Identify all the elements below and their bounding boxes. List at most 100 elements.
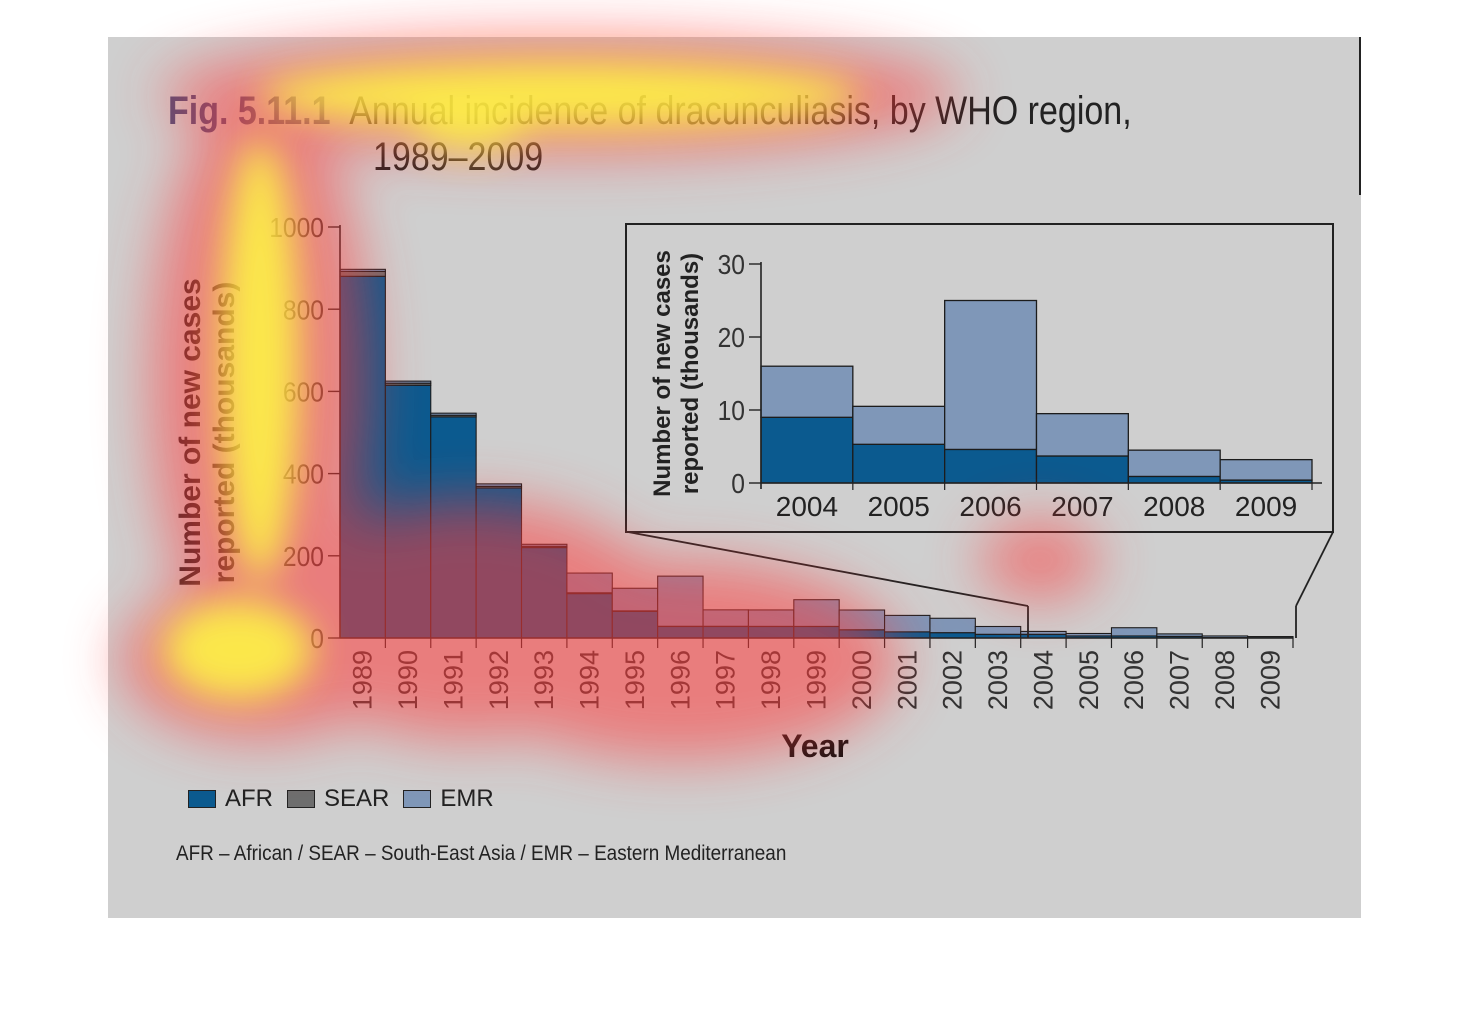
main-bar-afr-1992 xyxy=(475,487,523,639)
main-y-tick-label-800: 800 xyxy=(283,294,324,326)
inset-y-tick-label-20: 20 xyxy=(718,322,745,354)
legend-swatch-emr xyxy=(403,790,432,808)
main-y-tick-label-0: 0 xyxy=(310,623,324,655)
main-x-label-2003: 2003 xyxy=(983,650,1013,710)
main-y-axis-title-line2: reported (thousands) xyxy=(208,282,241,584)
main-y-tick-label-200: 200 xyxy=(283,540,324,572)
inset-bar-emr-2009 xyxy=(1219,458,1313,481)
main-x-label-1992: 1992 xyxy=(484,650,514,710)
footnote: AFR – African / SEAR – South-East Asia /… xyxy=(176,842,787,865)
main-x-label-2002: 2002 xyxy=(938,650,968,710)
main-bar-emr-1989 xyxy=(339,268,386,272)
inset-bar-emr-2008 xyxy=(1127,449,1221,478)
legend-item-sear: SEAR xyxy=(287,785,389,813)
inset-bar-emr-2007 xyxy=(1035,412,1129,457)
main-y-tick-label-400: 400 xyxy=(283,458,324,490)
main-x-label-1989: 1989 xyxy=(348,650,378,710)
inset-bar-emr-2005 xyxy=(852,405,946,445)
inset-x-label-2009: 2009 xyxy=(1235,491,1297,522)
main-bar-emr-2000 xyxy=(838,609,886,631)
main-bar-emr-2002 xyxy=(929,617,976,634)
inset-bar-afr-2006 xyxy=(944,448,1038,484)
figure-divider xyxy=(1359,37,1361,195)
main-bar-afr-1999 xyxy=(793,625,840,639)
legend-label-afr: AFR xyxy=(225,785,273,812)
main-bar-emr-1993 xyxy=(520,543,568,547)
inset-y-axis-title-line2: reported (thousands) xyxy=(677,253,704,494)
main-bar-emr-1999 xyxy=(793,599,840,627)
main-x-label-2009: 2009 xyxy=(1255,650,1285,710)
main-x-label-1990: 1990 xyxy=(393,650,423,710)
main-x-label-2006: 2006 xyxy=(1119,650,1149,710)
main-x-label-1994: 1994 xyxy=(575,650,605,710)
inset-bar-afr-2004 xyxy=(760,416,854,484)
legend-swatch-afr xyxy=(188,790,216,808)
main-bar-afr-1989 xyxy=(339,275,386,639)
zoom-connector-right xyxy=(1295,531,1334,607)
main-bar-afr-1990 xyxy=(384,384,432,639)
legend-label-emr: EMR xyxy=(440,785,494,812)
main-bar-emr-1994 xyxy=(566,572,613,594)
inset-frame xyxy=(625,223,1334,533)
inset-x-label-2006: 2006 xyxy=(959,491,1021,522)
legend-label-sear: SEAR xyxy=(324,785,390,812)
legend-item-emr: EMR xyxy=(403,785,494,813)
main-bar-emr-2006 xyxy=(1110,627,1158,637)
main-x-label-1993: 1993 xyxy=(529,650,559,710)
legend-swatch-sear xyxy=(287,790,315,808)
main-x-label-2007: 2007 xyxy=(1165,650,1195,710)
main-bar-afr-1991 xyxy=(430,416,477,639)
main-y-tick-label-1000: 1000 xyxy=(269,212,324,244)
inset-y-tick-label-30: 30 xyxy=(718,249,745,281)
main-bar-emr-2003 xyxy=(974,625,1022,635)
main-x-axis-title: Year xyxy=(781,728,849,764)
main-x-label-2008: 2008 xyxy=(1210,650,1240,710)
main-bar-afr-1993 xyxy=(520,547,568,639)
main-x-label-1995: 1995 xyxy=(620,650,650,710)
main-bar-emr-1997 xyxy=(702,609,749,627)
main-x-label-1996: 1996 xyxy=(665,650,695,710)
inset-x-label-2004: 2004 xyxy=(776,491,838,522)
inset-x-label-2008: 2008 xyxy=(1143,491,1205,522)
inset-x-label-2005: 2005 xyxy=(868,491,930,522)
main-bar-emr-1990 xyxy=(384,380,432,384)
main-x-label-2000: 2000 xyxy=(847,650,877,710)
main-y-tick-label-600: 600 xyxy=(283,376,324,408)
main-x-label-2005: 2005 xyxy=(1074,650,1104,710)
main-y-axis-title-line1: Number of new cases xyxy=(174,278,207,586)
main-bar-afr-2000 xyxy=(838,629,886,639)
legend: AFR SEAR EMR xyxy=(188,785,508,813)
main-bar-afr-2002 xyxy=(929,632,976,639)
main-bar-emr-1995 xyxy=(611,587,659,612)
main-bar-afr-1997 xyxy=(702,625,749,639)
main-bar-emr-1992 xyxy=(475,483,523,487)
main-x-label-1998: 1998 xyxy=(756,650,786,710)
inset-x-label-2007: 2007 xyxy=(1051,491,1113,522)
inset-y-tick-label-10: 10 xyxy=(718,395,745,427)
main-bar-emr-1996 xyxy=(657,575,704,627)
inset-bar-afr-2008 xyxy=(1127,475,1221,484)
main-bar-emr-1998 xyxy=(747,609,795,627)
main-bar-emr-2005 xyxy=(1065,632,1113,637)
main-bar-sear-1989 xyxy=(339,270,386,277)
main-x-label-1991: 1991 xyxy=(438,650,468,710)
main-bar-afr-1994 xyxy=(566,593,613,639)
main-x-label-1999: 1999 xyxy=(802,650,832,710)
inset-y-axis-title-line1: Number of new cases xyxy=(649,250,676,497)
inset-bar-afr-2005 xyxy=(852,443,946,484)
legend-item-afr: AFR xyxy=(188,785,273,813)
main-bar-afr-1995 xyxy=(611,610,659,639)
main-x-label-1997: 1997 xyxy=(711,650,741,710)
main-bar-afr-1996 xyxy=(657,625,704,639)
main-bar-afr-2001 xyxy=(884,631,931,639)
main-bar-emr-2004 xyxy=(1020,630,1067,635)
inset-bar-emr-2004 xyxy=(760,365,854,418)
inset-bar-emr-2006 xyxy=(944,299,1038,451)
main-x-label-2004: 2004 xyxy=(1028,650,1058,710)
main-bar-emr-2001 xyxy=(884,614,931,633)
main-x-label-2001: 2001 xyxy=(892,650,922,710)
inset-y-tick-label-0: 0 xyxy=(731,468,745,500)
main-bar-afr-1998 xyxy=(747,625,795,639)
main-bar-emr-1991 xyxy=(430,412,477,416)
inset-bar-afr-2007 xyxy=(1035,455,1129,484)
